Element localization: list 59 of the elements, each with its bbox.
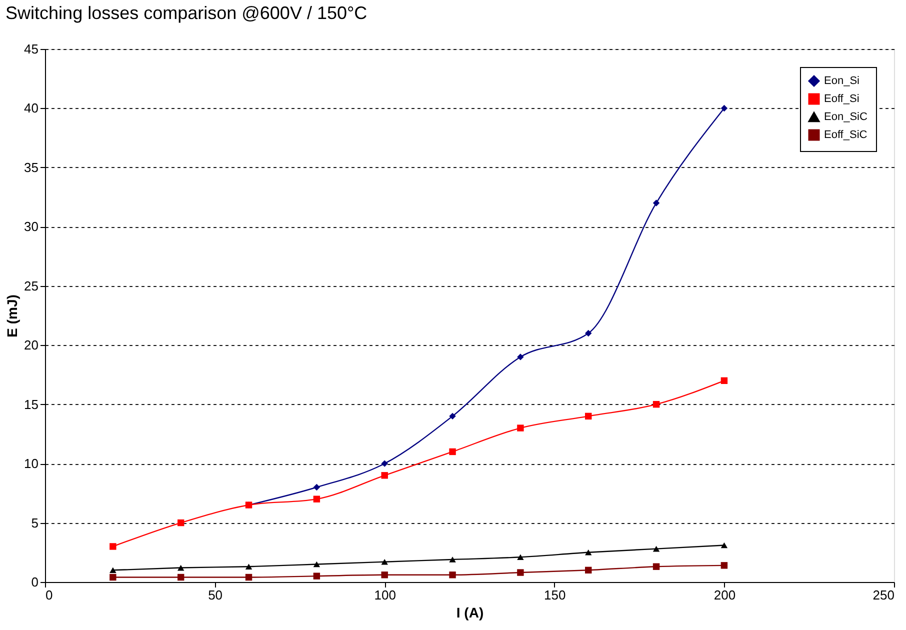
x-axis-title: I (A)	[456, 604, 484, 620]
point	[313, 484, 320, 491]
point	[110, 567, 116, 574]
point	[585, 566, 592, 574]
legend-label: Eoff_SiC	[824, 129, 868, 141]
chart-title: Switching losses comparison @600V / 150°C	[6, 3, 368, 23]
y-tick-label: 30	[24, 219, 38, 234]
point	[652, 200, 660, 206]
point	[245, 564, 252, 570]
x-tick-label: 100	[374, 588, 396, 602]
point	[177, 519, 184, 526]
y-axis-title: E (mJ)	[4, 294, 20, 338]
point	[177, 574, 184, 581]
legend-label: Eoff_Si	[824, 93, 860, 105]
point	[720, 542, 728, 548]
point	[381, 572, 388, 578]
point	[313, 561, 320, 568]
legend-label: Eon_SiC	[824, 111, 868, 123]
point	[720, 377, 728, 384]
point	[449, 412, 456, 420]
point	[585, 412, 592, 420]
point	[381, 460, 388, 467]
point	[245, 574, 252, 581]
point	[720, 562, 728, 569]
x-tick-label: 150	[544, 588, 566, 602]
y-tick-label: 10	[24, 456, 38, 472]
point	[517, 569, 524, 576]
point	[517, 554, 524, 560]
point	[652, 563, 660, 570]
point	[720, 104, 728, 112]
y-tick-label: 40	[24, 100, 38, 116]
point	[585, 330, 592, 337]
point	[177, 564, 184, 571]
point	[652, 400, 660, 408]
point	[585, 549, 592, 556]
y-tick-label: 45	[24, 42, 38, 56]
point	[517, 354, 524, 360]
point	[110, 543, 116, 550]
y-tick-label: 5	[31, 515, 38, 530]
y-tick-label: 15	[24, 396, 38, 412]
point	[517, 424, 524, 432]
y-tick-label: 35	[24, 160, 38, 175]
point	[381, 472, 388, 479]
x-tick-label: 50	[208, 588, 223, 602]
x-tick-label: 250	[872, 588, 894, 602]
point	[652, 546, 660, 552]
point	[313, 572, 320, 580]
x-tick-label: 200	[714, 588, 736, 602]
point	[313, 496, 320, 502]
point	[381, 558, 388, 565]
y-tick-label: 20	[24, 338, 38, 353]
x-tick-label: 0	[46, 588, 53, 602]
y-tick-label: 25	[24, 278, 38, 294]
legend-label: Eon_Si	[824, 75, 860, 87]
point	[449, 572, 456, 578]
y-tick-label: 0	[31, 574, 38, 590]
point	[449, 448, 456, 456]
point	[449, 556, 456, 562]
point	[110, 574, 116, 581]
